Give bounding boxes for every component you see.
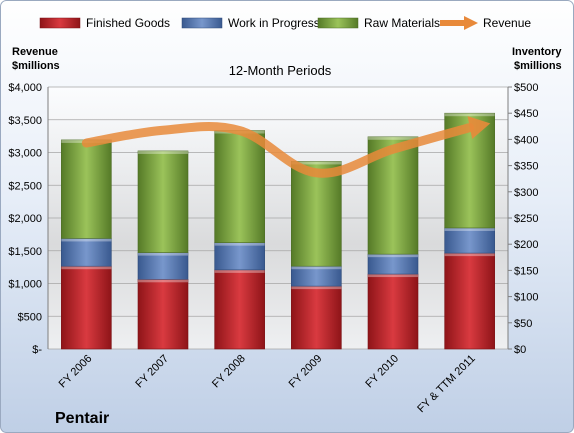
- legend-label-finished-goods: Finished Goods: [86, 16, 170, 30]
- bar-cap-work-in-progress: [368, 254, 418, 258]
- bar-cap-finished-goods: [368, 274, 418, 278]
- bar-cap-work-in-progress: [138, 252, 188, 256]
- left-axis-title: Revenue $millions: [12, 46, 60, 72]
- bar-cap-finished-goods: [214, 269, 265, 273]
- bar-cap-raw-materials: [291, 161, 342, 165]
- right-tick-label: $50: [514, 318, 532, 330]
- legend-arrow-revenue: [464, 16, 478, 30]
- bar-cap-work-in-progress: [61, 238, 112, 242]
- right-tick-label: $100: [514, 292, 538, 304]
- bar-finished-goods: [137, 279, 189, 350]
- bar-raw-materials: [291, 161, 342, 267]
- right-axis-title: Inventory $millions: [512, 46, 562, 72]
- bar-cap-finished-goods: [291, 286, 342, 290]
- legend-swatch-raw-materials: [317, 17, 359, 29]
- right-tick-label: $350: [514, 161, 538, 173]
- bar-cap-finished-goods: [138, 279, 188, 283]
- bar-finished-goods: [444, 252, 495, 350]
- right-ticks: $0 $50 $100 $150 $200 $250 $300 $350 $400 $450 $50…: [508, 82, 538, 356]
- left-tick-label: $1,000: [8, 279, 42, 291]
- bar-work-in-progress: [137, 252, 189, 280]
- right-tick-label: $500: [514, 82, 538, 94]
- bar-raw-materials: [137, 150, 189, 253]
- right-tick-label: $150: [514, 265, 538, 277]
- legend-label-work-in-progress: Work in Progress: [228, 16, 320, 30]
- bar-work-in-progress: [61, 238, 112, 267]
- right-tick-label: $300: [514, 187, 538, 199]
- bar-cap-work-in-progress: [214, 242, 265, 246]
- legend-label-raw-materials: Raw Materials: [364, 16, 440, 30]
- bar-cap-raw-materials: [444, 113, 495, 117]
- legend-swatch-finished-goods: [39, 17, 81, 29]
- legend: Finished Goods Work in Progress Raw Mate…: [39, 16, 531, 30]
- right-tick-label: $450: [514, 108, 538, 120]
- bar-cap-raw-materials: [138, 150, 188, 154]
- bars: [61, 112, 495, 350]
- left-tick-label: $-: [32, 344, 42, 356]
- bar-work-in-progress: [214, 242, 265, 271]
- revenue-line-group: [81, 116, 491, 178]
- right-tick-label: $200: [514, 239, 538, 251]
- bar-cap-finished-goods: [61, 266, 112, 270]
- revenue-arrow-head: [467, 116, 491, 140]
- bar-finished-goods: [367, 273, 419, 350]
- left-tick-label: $3,000: [8, 148, 42, 160]
- chart-title: 12-Month Periods: [229, 63, 332, 78]
- bar-cap-work-in-progress: [444, 227, 495, 231]
- right-axis-title-line1: Inventory: [512, 46, 562, 58]
- bar-work-in-progress: [444, 227, 495, 254]
- bar-cap-finished-goods: [444, 253, 495, 257]
- left-tick-label: $3,500: [8, 115, 42, 127]
- left-ticks: $- $500 $1,000 $1,500 $2,000 $2,500 $3,000 $3,5…: [8, 82, 42, 356]
- right-tick-label: $0: [514, 344, 526, 356]
- right-tick-label: $250: [514, 213, 538, 225]
- right-axis-title-line2: $millions: [514, 60, 562, 72]
- left-tick-label: $2,000: [8, 213, 42, 225]
- bar-finished-goods: [214, 269, 265, 350]
- left-tick-label: $4,000: [8, 82, 42, 94]
- left-axis-title-line2: $millions: [12, 60, 60, 72]
- bar-finished-goods: [61, 265, 112, 350]
- left-axis-title-line1: Revenue: [12, 46, 58, 58]
- legend-swatch-work-in-progress: [181, 17, 223, 29]
- bar-raw-materials: [214, 130, 265, 243]
- revenue-line: [81, 122, 475, 178]
- bar-cap-work-in-progress: [291, 266, 342, 270]
- left-tick-label: $500: [18, 311, 42, 323]
- bar-cap-raw-materials: [368, 136, 418, 140]
- bar-finished-goods: [291, 285, 342, 350]
- legend-label-revenue: Revenue: [483, 16, 531, 30]
- right-tick-label: $400: [514, 134, 538, 146]
- brand-label: Pentair: [55, 410, 109, 427]
- left-tick-label: $2,500: [8, 180, 42, 192]
- left-tick-label: $1,500: [8, 246, 42, 258]
- grid: [47, 86, 509, 350]
- bar-raw-materials: [61, 139, 112, 239]
